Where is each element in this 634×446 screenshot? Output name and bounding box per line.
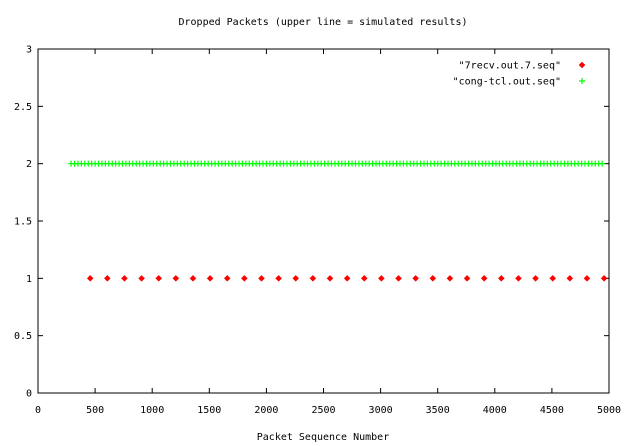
data-point-7recv bbox=[172, 274, 180, 282]
data-point-7recv bbox=[275, 274, 282, 282]
y-tick-label: 1.5 bbox=[14, 217, 32, 228]
y-tick-label: 2.5 bbox=[14, 102, 32, 113]
y-tick-label: 2 bbox=[26, 159, 32, 170]
data-point-7recv bbox=[343, 274, 351, 282]
x-tick-label: 0 bbox=[35, 405, 41, 416]
data-point-7recv bbox=[532, 274, 539, 282]
x-tick-label: 3500 bbox=[426, 405, 450, 416]
legend-marker bbox=[578, 61, 586, 69]
data-point-7recv bbox=[463, 274, 471, 282]
x-axis-label: Packet Sequence Number bbox=[257, 432, 389, 443]
data-point-7recv bbox=[121, 274, 128, 282]
x-axis: 0 500 1000 1500 2000 2500 3000 3500 4000 4500 5000 bbox=[35, 49, 621, 416]
data-point-7recv bbox=[103, 274, 111, 282]
x-tick-label: 2500 bbox=[311, 405, 335, 416]
y-tick-label: 1 bbox=[26, 274, 32, 285]
legend: "7recv.out.7.seq" "cong-tcl.out.seq" bbox=[453, 61, 586, 88]
data-point-7recv bbox=[292, 274, 300, 282]
legend-label: "cong-tcl.out.seq" bbox=[453, 77, 561, 88]
chart-title: Dropped Packets (upper line = simulated … bbox=[179, 17, 468, 28]
data-point-7recv bbox=[206, 274, 214, 282]
x-tick-label: 4000 bbox=[483, 405, 507, 416]
data-point-7recv bbox=[138, 274, 145, 282]
plot-frame bbox=[37, 48, 610, 394]
legend-marker bbox=[579, 78, 585, 84]
data-point-7recv bbox=[326, 274, 334, 282]
x-tick-label: 1000 bbox=[140, 405, 164, 416]
data-point-cong-tcl bbox=[599, 160, 606, 167]
data-point-7recv bbox=[566, 274, 574, 282]
data-point-7recv bbox=[600, 274, 608, 282]
x-tick-label: 5000 bbox=[597, 405, 621, 416]
x-tick-label: 2000 bbox=[254, 405, 278, 416]
x-tick-label: 4500 bbox=[540, 405, 564, 416]
data-point-7recv bbox=[429, 274, 437, 282]
data-point-7recv bbox=[360, 274, 368, 282]
data-point-7recv bbox=[480, 274, 488, 282]
x-tick-label: 1500 bbox=[197, 405, 221, 416]
data-point-7recv bbox=[412, 274, 420, 282]
legend-label: "7recv.out.7.seq" bbox=[459, 61, 561, 72]
series-layer bbox=[68, 160, 608, 282]
data-point-7recv bbox=[497, 274, 505, 282]
data-point-7recv bbox=[86, 274, 94, 282]
data-point-7recv bbox=[583, 274, 591, 282]
data-point-7recv bbox=[549, 274, 557, 282]
data-point-7recv bbox=[223, 274, 231, 282]
data-point-7recv bbox=[189, 274, 197, 282]
x-tick-label: 3000 bbox=[369, 405, 393, 416]
x-tick-label: 500 bbox=[86, 405, 104, 416]
y-tick-label: 0 bbox=[26, 389, 32, 400]
data-point-7recv bbox=[309, 274, 317, 282]
data-point-7recv bbox=[515, 274, 522, 282]
data-point-7recv bbox=[241, 274, 248, 282]
data-point-7recv bbox=[378, 274, 385, 282]
y-tick-label: 0.5 bbox=[14, 331, 32, 342]
data-point-7recv bbox=[395, 274, 402, 282]
data-point-7recv bbox=[155, 274, 163, 282]
y-tick-label: 3 bbox=[26, 45, 32, 56]
data-point-7recv bbox=[258, 274, 265, 282]
y-axis: 0 0.5 1 1.5 2 2.5 3 bbox=[14, 45, 609, 400]
data-point-7recv bbox=[446, 274, 454, 282]
